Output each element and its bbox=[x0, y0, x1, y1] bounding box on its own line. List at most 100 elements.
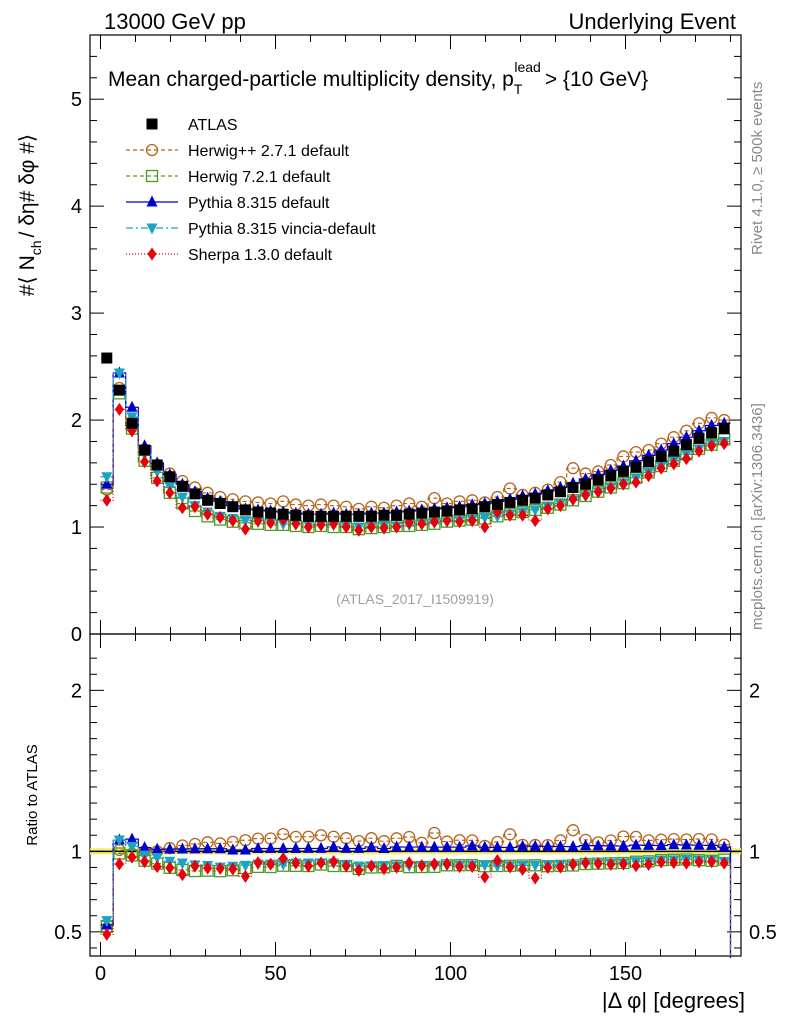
series-sherpa-1-3-0-default-ratio-point bbox=[644, 857, 654, 871]
series-sherpa-1-3-0-default-ratio-point bbox=[543, 860, 553, 874]
series-sherpa-1-3-0-default-ratio-point bbox=[190, 859, 200, 873]
upper-y-tick-label: 1 bbox=[71, 517, 82, 539]
legend-label: Herwig 7.2.1 default bbox=[188, 169, 331, 186]
series-sherpa-1-3-0-default-point bbox=[480, 520, 490, 534]
series-pythia-8-315-vincia-default-ratio-point bbox=[479, 860, 491, 872]
series-pythia-8-315-default-ratio-point bbox=[227, 843, 239, 855]
series-pythia-8-315-default-ratio-point bbox=[454, 840, 466, 852]
series-pythia-8-315-vincia-default-ratio-point bbox=[113, 835, 125, 847]
series-atlas-point bbox=[252, 506, 264, 518]
ratio-y-tick-label: 0.5 bbox=[54, 922, 82, 944]
series-atlas-point bbox=[151, 459, 163, 471]
series-sherpa-1-3-0-default-ratio-point bbox=[518, 862, 528, 876]
series-sherpa-1-3-0-default-ratio-point bbox=[568, 857, 578, 871]
x-tick-label: 150 bbox=[609, 963, 642, 985]
series-sherpa-1-3-0-default-ratio-point bbox=[429, 857, 439, 871]
series-sherpa-1-3-0-default-point bbox=[177, 501, 187, 515]
series-atlas-point bbox=[164, 471, 176, 483]
series-pythia-8-315-default-ratio-point bbox=[605, 839, 617, 851]
series-sherpa-1-3-0-default-ratio-point bbox=[505, 860, 515, 874]
legend-marker bbox=[146, 118, 158, 130]
series-atlas-point bbox=[340, 510, 352, 522]
series-sherpa-1-3-0-default-ratio-point bbox=[127, 850, 137, 864]
series-sherpa-1-3-0-default-point bbox=[228, 514, 238, 528]
series-atlas-point bbox=[605, 470, 617, 482]
lower-axes: 0 50 100 150 0.5 0.5 1 1 2 2 bbox=[54, 634, 777, 985]
series-pythia-8-315-default-ratio-point bbox=[315, 841, 327, 853]
series-sherpa-1-3-0-default-point bbox=[669, 457, 679, 471]
series-pythia-8-315-default-ratio-point bbox=[517, 839, 529, 851]
series-sherpa-1-3-0-default-point bbox=[190, 500, 200, 514]
series-pythia-8-315-default-ratio-point bbox=[491, 840, 503, 852]
legend-marker bbox=[145, 143, 159, 157]
upper-y-tick-label: 4 bbox=[71, 196, 82, 218]
series-sherpa-1-3-0-default-point bbox=[492, 505, 502, 519]
series-sherpa-1-3-0-default-ratio-point bbox=[492, 854, 502, 868]
series-sherpa-1-3-0-default-ratio-point bbox=[177, 868, 187, 882]
series-atlas-point bbox=[290, 509, 302, 521]
series-pythia-8-315-default-ratio-point bbox=[567, 840, 579, 852]
series-pythia-8-315-default-ratio-point bbox=[479, 840, 491, 852]
series-sherpa-1-3-0-default-point bbox=[140, 455, 150, 469]
series-pythia-8-315-default-ratio-point bbox=[328, 840, 340, 852]
series-atlas-point bbox=[580, 478, 592, 490]
series-atlas-point bbox=[365, 510, 377, 522]
plot-title-main: Mean charged-particle multiplicity densi… bbox=[108, 68, 514, 91]
series-atlas-point bbox=[479, 501, 491, 513]
analysis-watermark: (ATLAS_2017_I1509919) bbox=[336, 591, 494, 607]
series-pythia-8-315-default-ratio-point bbox=[466, 839, 478, 851]
legend: ATLAS Herwig++ 2.7.1 default Herwig 7.2.1 … bbox=[126, 117, 376, 264]
rivet-label: Rivet 4.1.0, ≥ 500k events bbox=[749, 82, 766, 255]
legend-marker bbox=[146, 223, 158, 235]
mcplots-label: mcplots.cern.ch [arXiv:1306.3436] bbox=[749, 403, 766, 630]
series-sherpa-1-3-0-default-ratio-point bbox=[442, 857, 452, 871]
legend-marker bbox=[146, 195, 158, 207]
series-pythia-8-315-default-ratio-point bbox=[290, 841, 302, 853]
series-sherpa-1-3-0-default-point bbox=[656, 461, 666, 475]
series-sherpa-1-3-0-default-ratio-point bbox=[102, 927, 112, 941]
series-pythia-8-315-default-point bbox=[668, 437, 680, 449]
series-atlas-point bbox=[378, 509, 390, 521]
series-sherpa-1-3-0-default-point bbox=[707, 439, 717, 453]
series-sherpa-1-3-0-default-ratio-point bbox=[316, 856, 326, 870]
series-pythia-8-315-default-ratio-point bbox=[718, 840, 730, 852]
series-pythia-8-315-vincia-default-point bbox=[176, 492, 188, 504]
series-pythia-8-315-default-ratio-point bbox=[504, 840, 516, 852]
series-atlas-point bbox=[554, 486, 566, 498]
series-sherpa-1-3-0-default-point bbox=[631, 475, 641, 489]
upper-y-label-a: #⟨ N bbox=[16, 255, 39, 296]
series-pythia-8-315-default-ratio-point bbox=[592, 839, 604, 851]
legend-label: Herwig++ 2.7.1 default bbox=[188, 143, 350, 160]
series-pythia-8-315-default-ratio-point bbox=[126, 832, 138, 844]
header-right: Underlying Event bbox=[568, 9, 736, 34]
series-atlas-point bbox=[239, 504, 251, 516]
series-sherpa-1-3-0-default-ratio-point bbox=[555, 860, 565, 874]
series-atlas-point bbox=[542, 489, 554, 501]
series-sherpa-1-3-0-default-point bbox=[266, 516, 276, 530]
series-pythia-8-315-default-ratio-point bbox=[277, 841, 289, 853]
series-pythia-8-315-vincia-default-point bbox=[529, 505, 541, 517]
series-sherpa-1-3-0-default-ratio-point bbox=[203, 861, 213, 875]
series-herwig-2-7-1-default-ratio-point bbox=[277, 827, 290, 841]
ratio-y-tick-label: 2 bbox=[71, 680, 82, 702]
series-sherpa-1-3-0-default-point bbox=[505, 508, 515, 522]
series-pythia-8-315-default-ratio-point bbox=[554, 840, 566, 852]
series-sherpa-1-3-0-default-point bbox=[341, 520, 351, 534]
series-pythia-8-315-default-ratio-point bbox=[403, 840, 415, 852]
series-sherpa-1-3-0-default-point bbox=[102, 493, 112, 507]
series-sherpa-1-3-0-default-point bbox=[606, 482, 616, 496]
series-pythia-8-315-default-ratio-point bbox=[139, 841, 151, 853]
ratio-y-tick-label-right: 2 bbox=[749, 680, 760, 702]
series-sherpa-1-3-0-default-ratio-point bbox=[354, 863, 364, 877]
series-sherpa-1-3-0-default-point bbox=[593, 485, 603, 499]
series-sherpa-1-3-0-default-ratio-point bbox=[530, 871, 540, 885]
series-sherpa-1-3-0-default-point bbox=[543, 502, 553, 516]
series-sherpa-1-3-0-default-point bbox=[518, 508, 528, 522]
series-sherpa-1-3-0-default-point bbox=[215, 510, 225, 524]
series-atlas-point bbox=[202, 494, 214, 506]
series-sherpa-1-3-0-default-ratio-point bbox=[417, 859, 427, 873]
series-sherpa-1-3-0-default-point bbox=[455, 515, 465, 529]
plot-title: Mean charged-particle multiplicity densi… bbox=[108, 59, 648, 97]
series-pythia-8-315-vincia-default-ratio-point bbox=[126, 841, 138, 853]
series-atlas-point bbox=[655, 450, 667, 462]
